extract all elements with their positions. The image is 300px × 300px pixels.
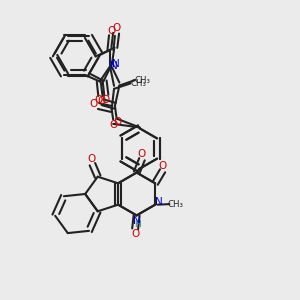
Text: N: N: [110, 61, 118, 70]
Text: O: O: [108, 26, 116, 35]
Text: O: O: [94, 95, 102, 105]
Text: O: O: [97, 96, 105, 106]
Text: O: O: [87, 154, 95, 164]
Text: CH₃: CH₃: [134, 76, 150, 85]
Text: O: O: [138, 149, 146, 159]
Text: O: O: [90, 99, 98, 109]
Text: O: O: [131, 229, 139, 239]
Text: N: N: [112, 59, 119, 69]
Text: CH₃: CH₃: [130, 79, 146, 88]
Text: O: O: [112, 23, 120, 33]
Text: N: N: [133, 216, 141, 226]
Text: N: N: [155, 197, 163, 207]
Text: O: O: [113, 117, 121, 128]
Text: H: H: [134, 220, 141, 230]
Text: O: O: [158, 161, 167, 171]
Text: CH₃: CH₃: [167, 200, 183, 208]
Text: O: O: [101, 95, 110, 105]
Text: O: O: [110, 120, 118, 130]
